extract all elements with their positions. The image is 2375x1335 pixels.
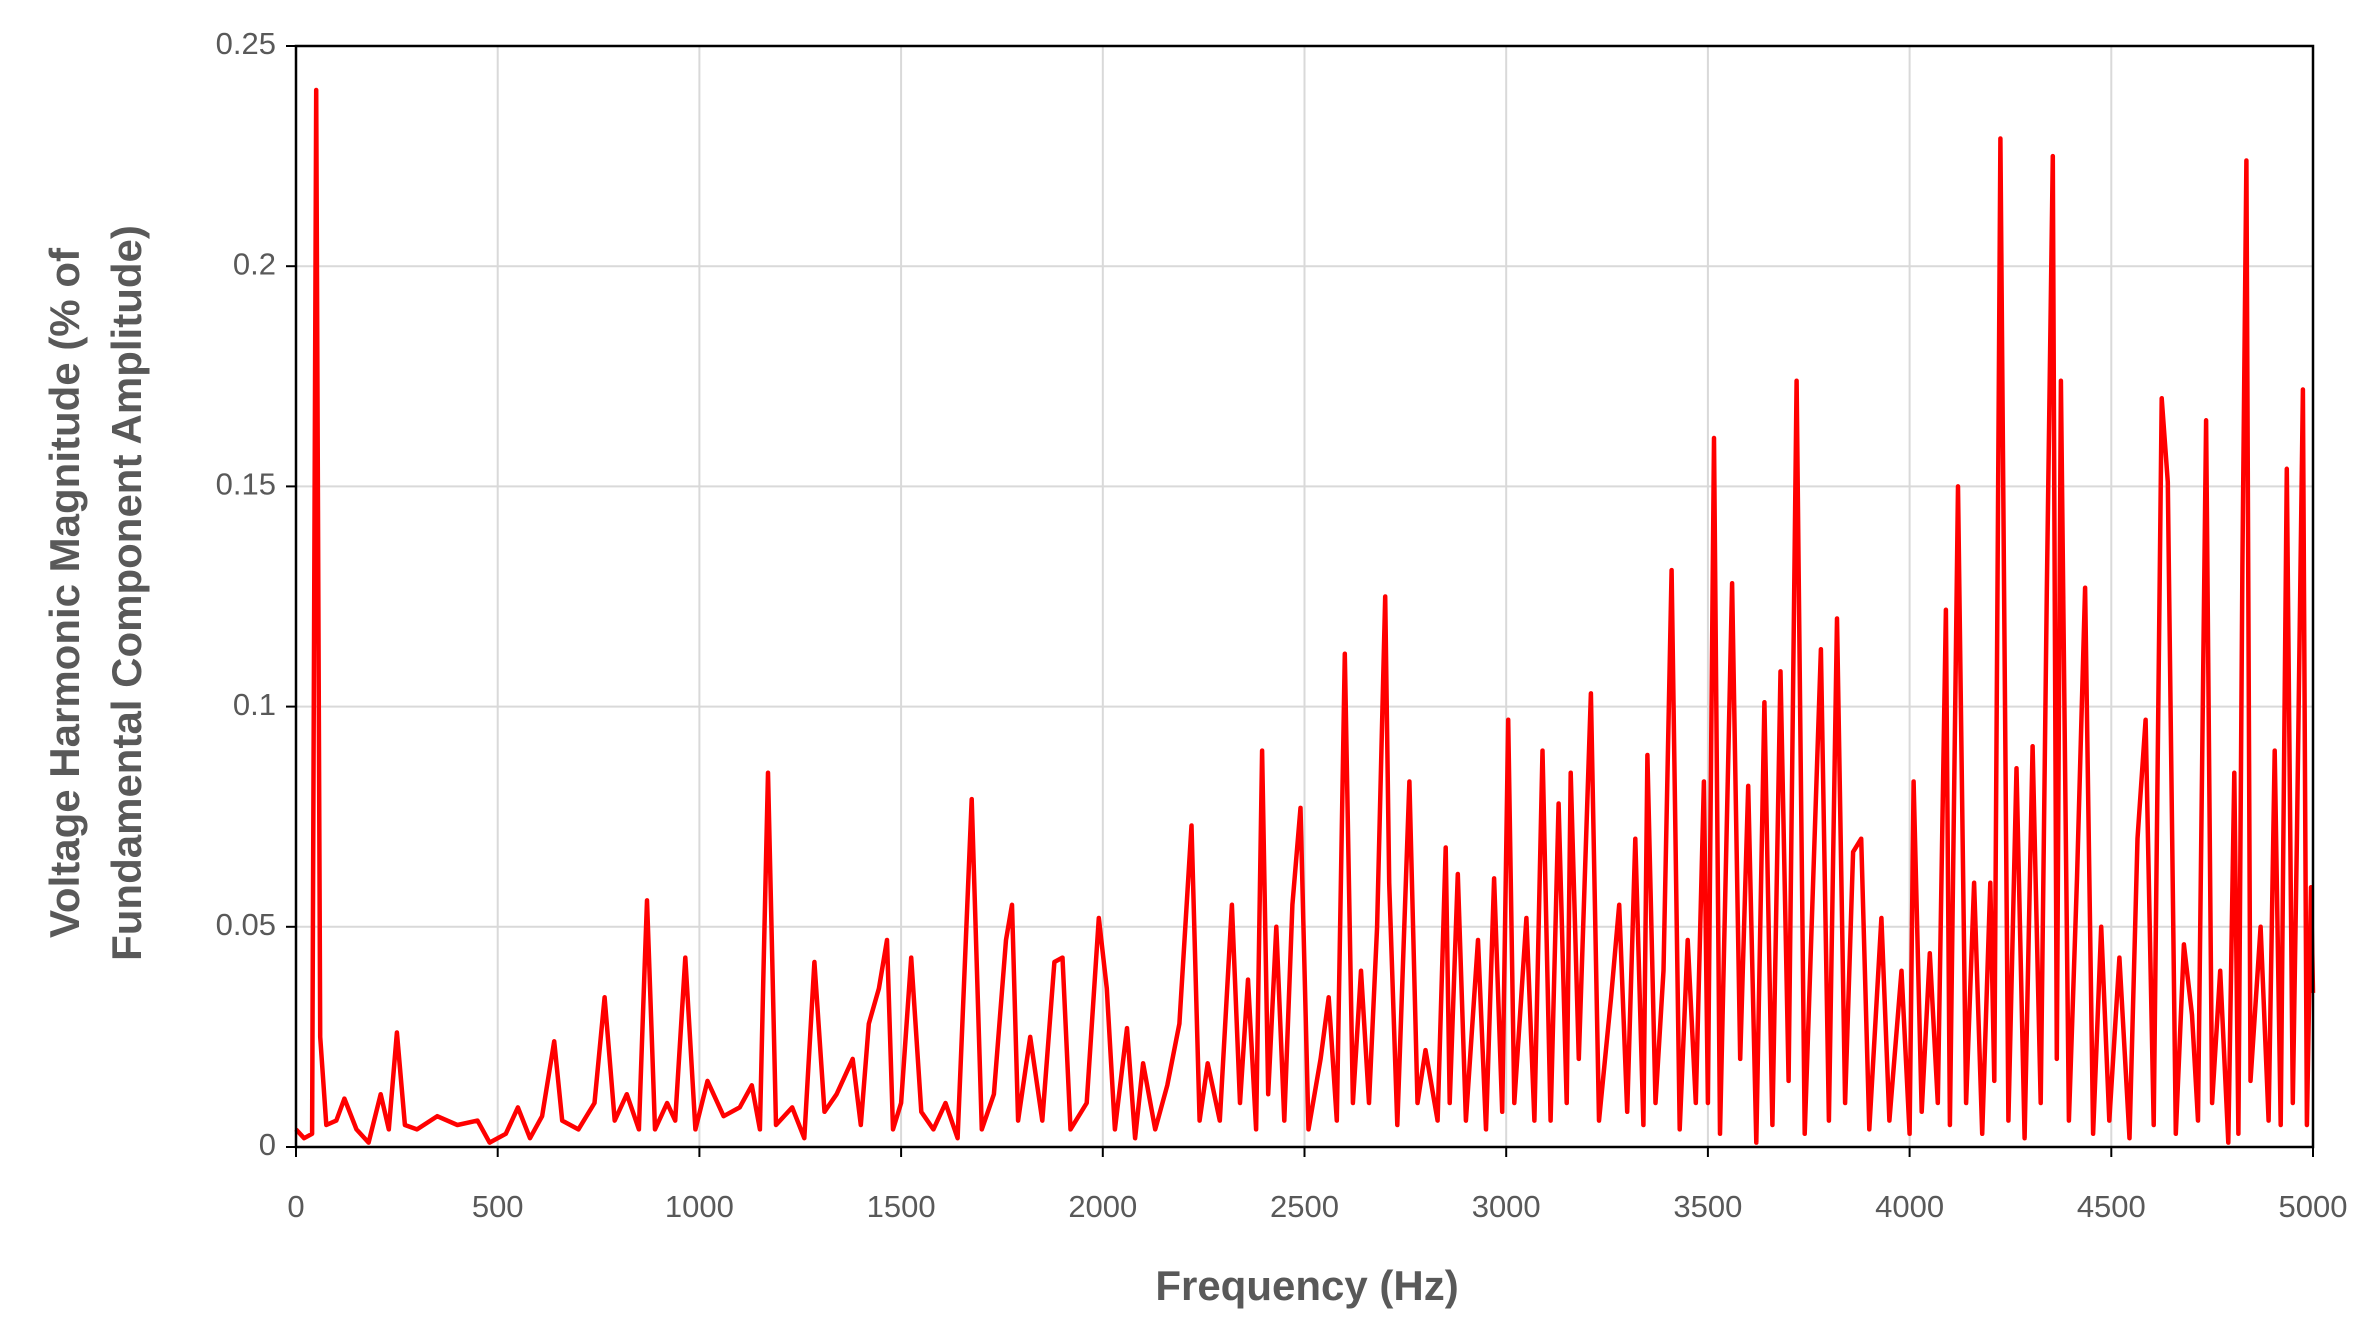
- x-tick-label: 4000: [1875, 1189, 1944, 1224]
- y-tick-label: 0.2: [233, 246, 276, 281]
- y-tick-label: 0.05: [216, 907, 276, 942]
- x-tick-label: 2500: [1270, 1189, 1339, 1224]
- y-axis-title-line: Fundamental Component Amplitude): [103, 225, 150, 961]
- x-tick-label: 500: [472, 1189, 524, 1224]
- y-tick-label: 0.15: [216, 467, 276, 502]
- y-axis-title-line: Voltage Harmonic Magnitude (% of: [41, 247, 88, 938]
- x-tick-label: 0: [287, 1189, 304, 1224]
- x-tick-label: 4500: [2077, 1189, 2146, 1224]
- x-tick-label: 1000: [665, 1189, 734, 1224]
- data-line: [294, 87, 2316, 1145]
- plot-border: [294, 44, 2315, 1149]
- x-tick-label: 3000: [1472, 1189, 1541, 1224]
- x-axis-title: Frequency (Hz): [1155, 1262, 1458, 1309]
- y-tick-label: 0.25: [216, 26, 276, 61]
- y-tick-label: 0: [259, 1127, 276, 1162]
- x-tick-label: 2000: [1068, 1189, 1137, 1224]
- x-tick-label: 1500: [867, 1189, 936, 1224]
- y-tick-label: 0.1: [233, 687, 276, 722]
- x-tick-label: 5000: [2279, 1189, 2348, 1224]
- y-axis-title: Voltage Harmonic Magnitude (% of Fundame…: [41, 225, 150, 961]
- x-tick-label: 3500: [1673, 1189, 1742, 1224]
